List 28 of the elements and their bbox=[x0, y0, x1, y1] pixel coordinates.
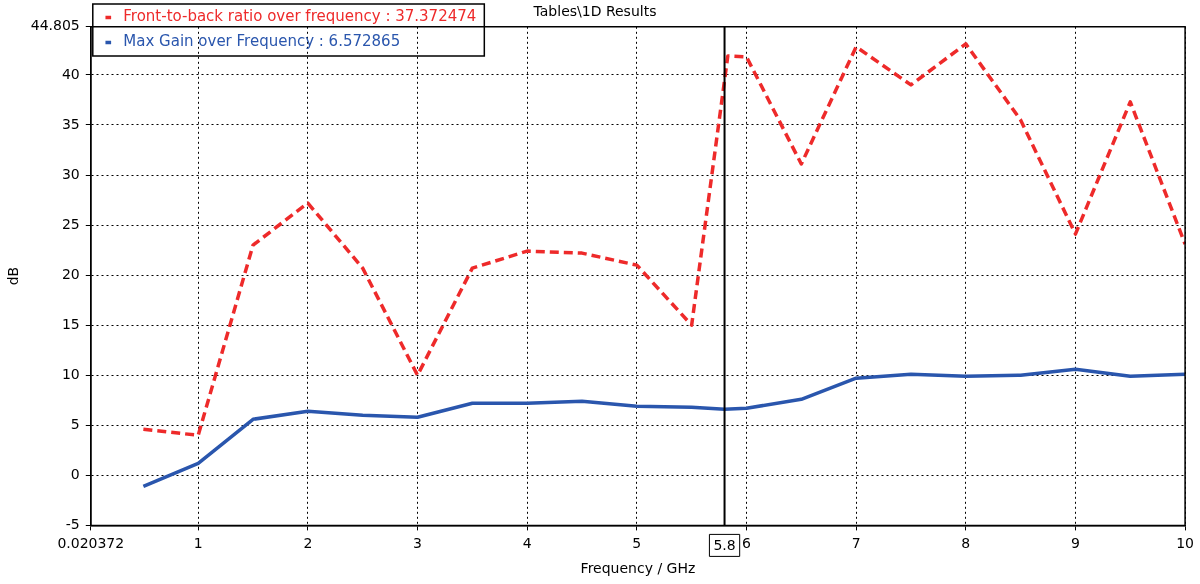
y-tick-label: 40 bbox=[61, 65, 80, 82]
y-tick-label: 35 bbox=[61, 115, 80, 132]
y-tick-label: 15 bbox=[61, 315, 80, 332]
x-tick-label: 3 bbox=[413, 535, 422, 552]
y-tick-label: 10 bbox=[61, 365, 80, 382]
y-tick-label: 25 bbox=[61, 215, 80, 232]
y-tick-label: 30 bbox=[61, 165, 80, 182]
x-tick-label: 10 bbox=[1176, 535, 1195, 552]
x-tick-label: 7 bbox=[851, 535, 861, 552]
y-tick-label: 20 bbox=[61, 265, 80, 282]
x-tick-label: 0.020372 bbox=[57, 535, 125, 552]
x-axis-title: Frequency / GHz bbox=[580, 560, 696, 577]
x-tick-label: 8 bbox=[961, 535, 971, 552]
y-tick-label: 44.805 bbox=[30, 17, 80, 34]
ref-line-label: 5.8 bbox=[713, 537, 736, 554]
y-tick-label: -5 bbox=[65, 516, 80, 533]
y-tick-label: 5 bbox=[70, 415, 80, 432]
x-tick-label: 4 bbox=[522, 535, 532, 552]
legend-label: Max Gain over Frequency : 6.572865 bbox=[123, 32, 401, 51]
y-tick-label: 0 bbox=[70, 465, 80, 482]
y-axis-title: dB bbox=[5, 266, 22, 286]
legend-label: Front-to-back ratio over frequency : 37.372474 bbox=[123, 7, 477, 26]
x-tick-label: 9 bbox=[1070, 535, 1080, 552]
x-tick-label: 2 bbox=[303, 535, 313, 552]
chart-title: Tables\1D Results bbox=[532, 3, 657, 20]
x-tick-label: 5 bbox=[632, 535, 642, 552]
x-tick-label: 1 bbox=[193, 535, 203, 552]
x-tick-label: 6 bbox=[742, 535, 752, 552]
